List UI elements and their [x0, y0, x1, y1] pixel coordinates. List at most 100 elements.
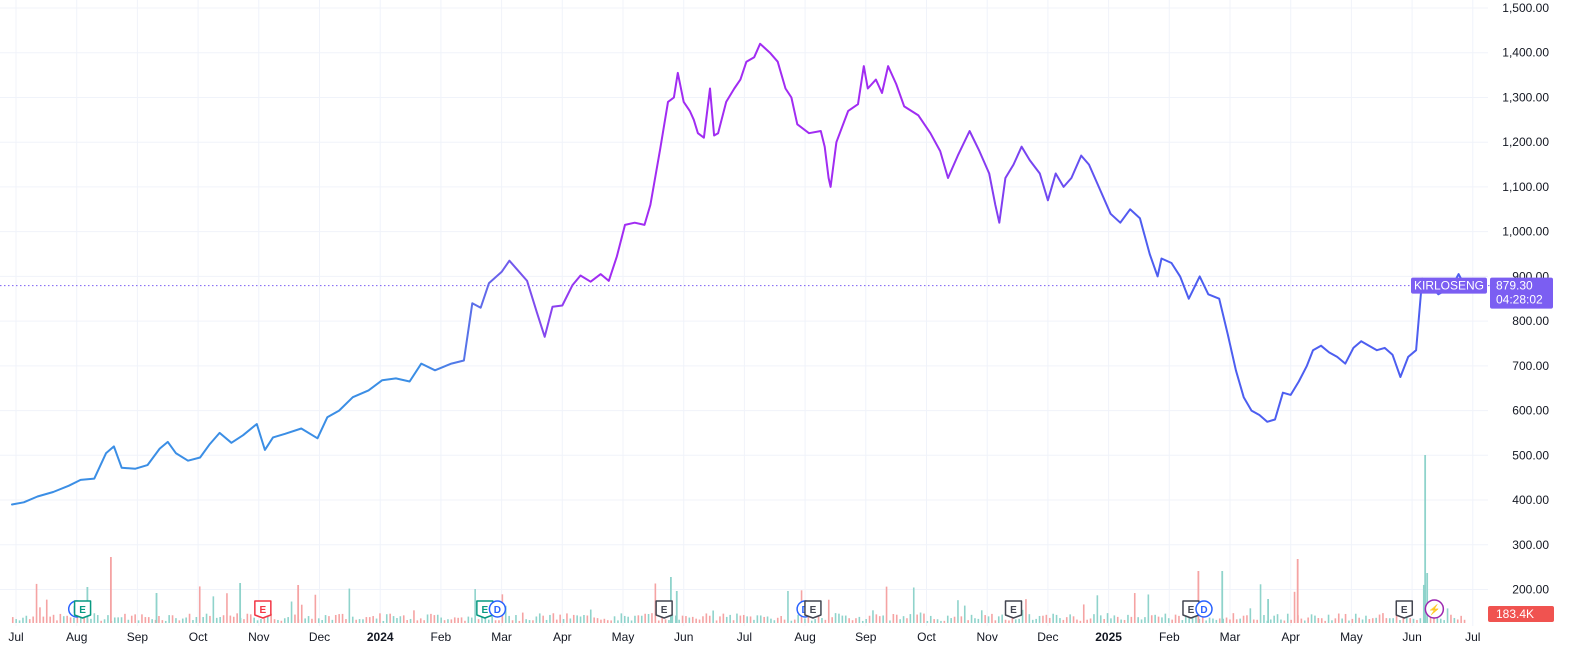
- volume-bar: [399, 616, 402, 623]
- volume-bar: [790, 620, 793, 623]
- volume-bar: [787, 590, 789, 623]
- volume-bar: [382, 620, 385, 623]
- volume-bar: [198, 586, 201, 623]
- volume-bar: [776, 617, 779, 623]
- volume-bar: [1174, 614, 1177, 623]
- volume-bar: [1045, 614, 1048, 623]
- volume-bar: [916, 614, 918, 623]
- volume-bar: [1004, 619, 1007, 623]
- y-tick-label: 1,400.00: [1502, 46, 1549, 60]
- volume-bar: [419, 618, 422, 623]
- volume-bar: [236, 613, 238, 623]
- volume-bar: [464, 620, 466, 623]
- volume-bar: [215, 617, 218, 623]
- volume-bar: [317, 618, 320, 623]
- volume-bar: [73, 617, 75, 623]
- volume-bar: [630, 620, 633, 623]
- volume-bar: [277, 619, 279, 623]
- x-tick-label: Dec: [1037, 630, 1058, 644]
- volume-bar: [627, 616, 629, 623]
- volume-bar: [654, 583, 657, 623]
- volume-bar: [1439, 618, 1442, 623]
- volume-bar: [807, 616, 810, 623]
- volume-bar: [192, 620, 194, 623]
- volume-bar: [1157, 616, 1160, 623]
- volume-bar: [348, 588, 351, 623]
- volume-spike: [1267, 599, 1270, 623]
- volume-bar: [158, 616, 160, 623]
- volume-bar: [756, 615, 759, 623]
- volume-bar: [827, 599, 830, 623]
- volume-bar: [753, 619, 755, 623]
- volume-bar: [1096, 595, 1099, 623]
- volume-bar: [1307, 617, 1309, 623]
- volume-bar: [576, 615, 578, 623]
- volume-bar: [1385, 618, 1388, 623]
- y-tick-label: 300.00: [1512, 538, 1549, 552]
- volume-bar: [1361, 619, 1364, 623]
- volume-bar: [120, 617, 123, 623]
- x-tick-label: Oct: [917, 630, 936, 644]
- volume-bar: [644, 613, 646, 623]
- event-marker-earnings[interactable]: E: [804, 600, 822, 619]
- event-marker-dividend[interactable]: D: [1195, 600, 1213, 618]
- event-marker-earnings[interactable]: E: [655, 600, 673, 619]
- volume-bar: [1280, 619, 1282, 623]
- volume-bar: [532, 620, 534, 623]
- volume-bar: [960, 616, 963, 623]
- event-marker-earnings[interactable]: E: [1004, 600, 1023, 619]
- volume-bar: [484, 617, 487, 623]
- volume-bar: [980, 610, 983, 623]
- volume-bar: [1178, 615, 1180, 623]
- y-tick-label: 1,500.00: [1502, 1, 1549, 15]
- volume-bar: [936, 619, 939, 623]
- volume-bar: [1351, 618, 1354, 623]
- volume-bar: [1460, 615, 1462, 623]
- volume-bar: [107, 615, 109, 623]
- event-marker-earnings[interactable]: E: [1182, 600, 1200, 619]
- x-tick-label: Sep: [127, 630, 149, 644]
- volume-bar: [589, 609, 592, 623]
- event-marker-earnings[interactable]: E: [476, 600, 494, 619]
- volume-bar: [130, 615, 133, 623]
- volume-bar: [477, 619, 480, 623]
- volume-bar: [623, 615, 626, 623]
- volume-bar: [368, 617, 371, 623]
- event-marker-split[interactable]: ⚡: [1424, 599, 1445, 619]
- volume-bar: [848, 618, 850, 623]
- volume-bar: [1433, 617, 1435, 623]
- volume-bar: [640, 615, 643, 623]
- volume-bar: [406, 620, 408, 623]
- volume-bar: [436, 614, 439, 623]
- event-marker-dividend[interactable]: D: [488, 600, 507, 618]
- volume-bar: [885, 586, 888, 623]
- event-marker-earnings[interactable]: E: [1395, 600, 1414, 619]
- volume-bar: [824, 619, 827, 623]
- volume-bar: [1419, 618, 1422, 623]
- volume-spike: [297, 585, 300, 623]
- volume-bar: [538, 613, 541, 623]
- volume-bar: [25, 615, 28, 623]
- volume-bar: [1293, 591, 1296, 623]
- volume-bar: [906, 618, 908, 623]
- event-marker-letter: E: [810, 605, 817, 616]
- volume-bar: [810, 620, 813, 623]
- x-tick-label: Aug: [794, 630, 815, 644]
- volume-bar: [1446, 608, 1449, 623]
- volume-bar: [494, 620, 497, 623]
- volume-bar: [1256, 619, 1258, 623]
- volume-bar: [868, 615, 871, 623]
- volume-bar: [1181, 620, 1184, 623]
- volume-bar: [1140, 619, 1143, 623]
- event-marker-letter: D: [494, 605, 501, 616]
- volume-bar: [1324, 620, 1326, 623]
- event-marker-letter: E: [1188, 605, 1195, 616]
- volume-bar: [1235, 619, 1238, 623]
- volume-bar: [603, 618, 606, 623]
- volume-spike: [109, 557, 112, 623]
- event-marker-earnings[interactable]: E: [73, 600, 92, 619]
- event-marker-earnings[interactable]: E: [254, 600, 272, 619]
- volume-bar: [1113, 615, 1116, 623]
